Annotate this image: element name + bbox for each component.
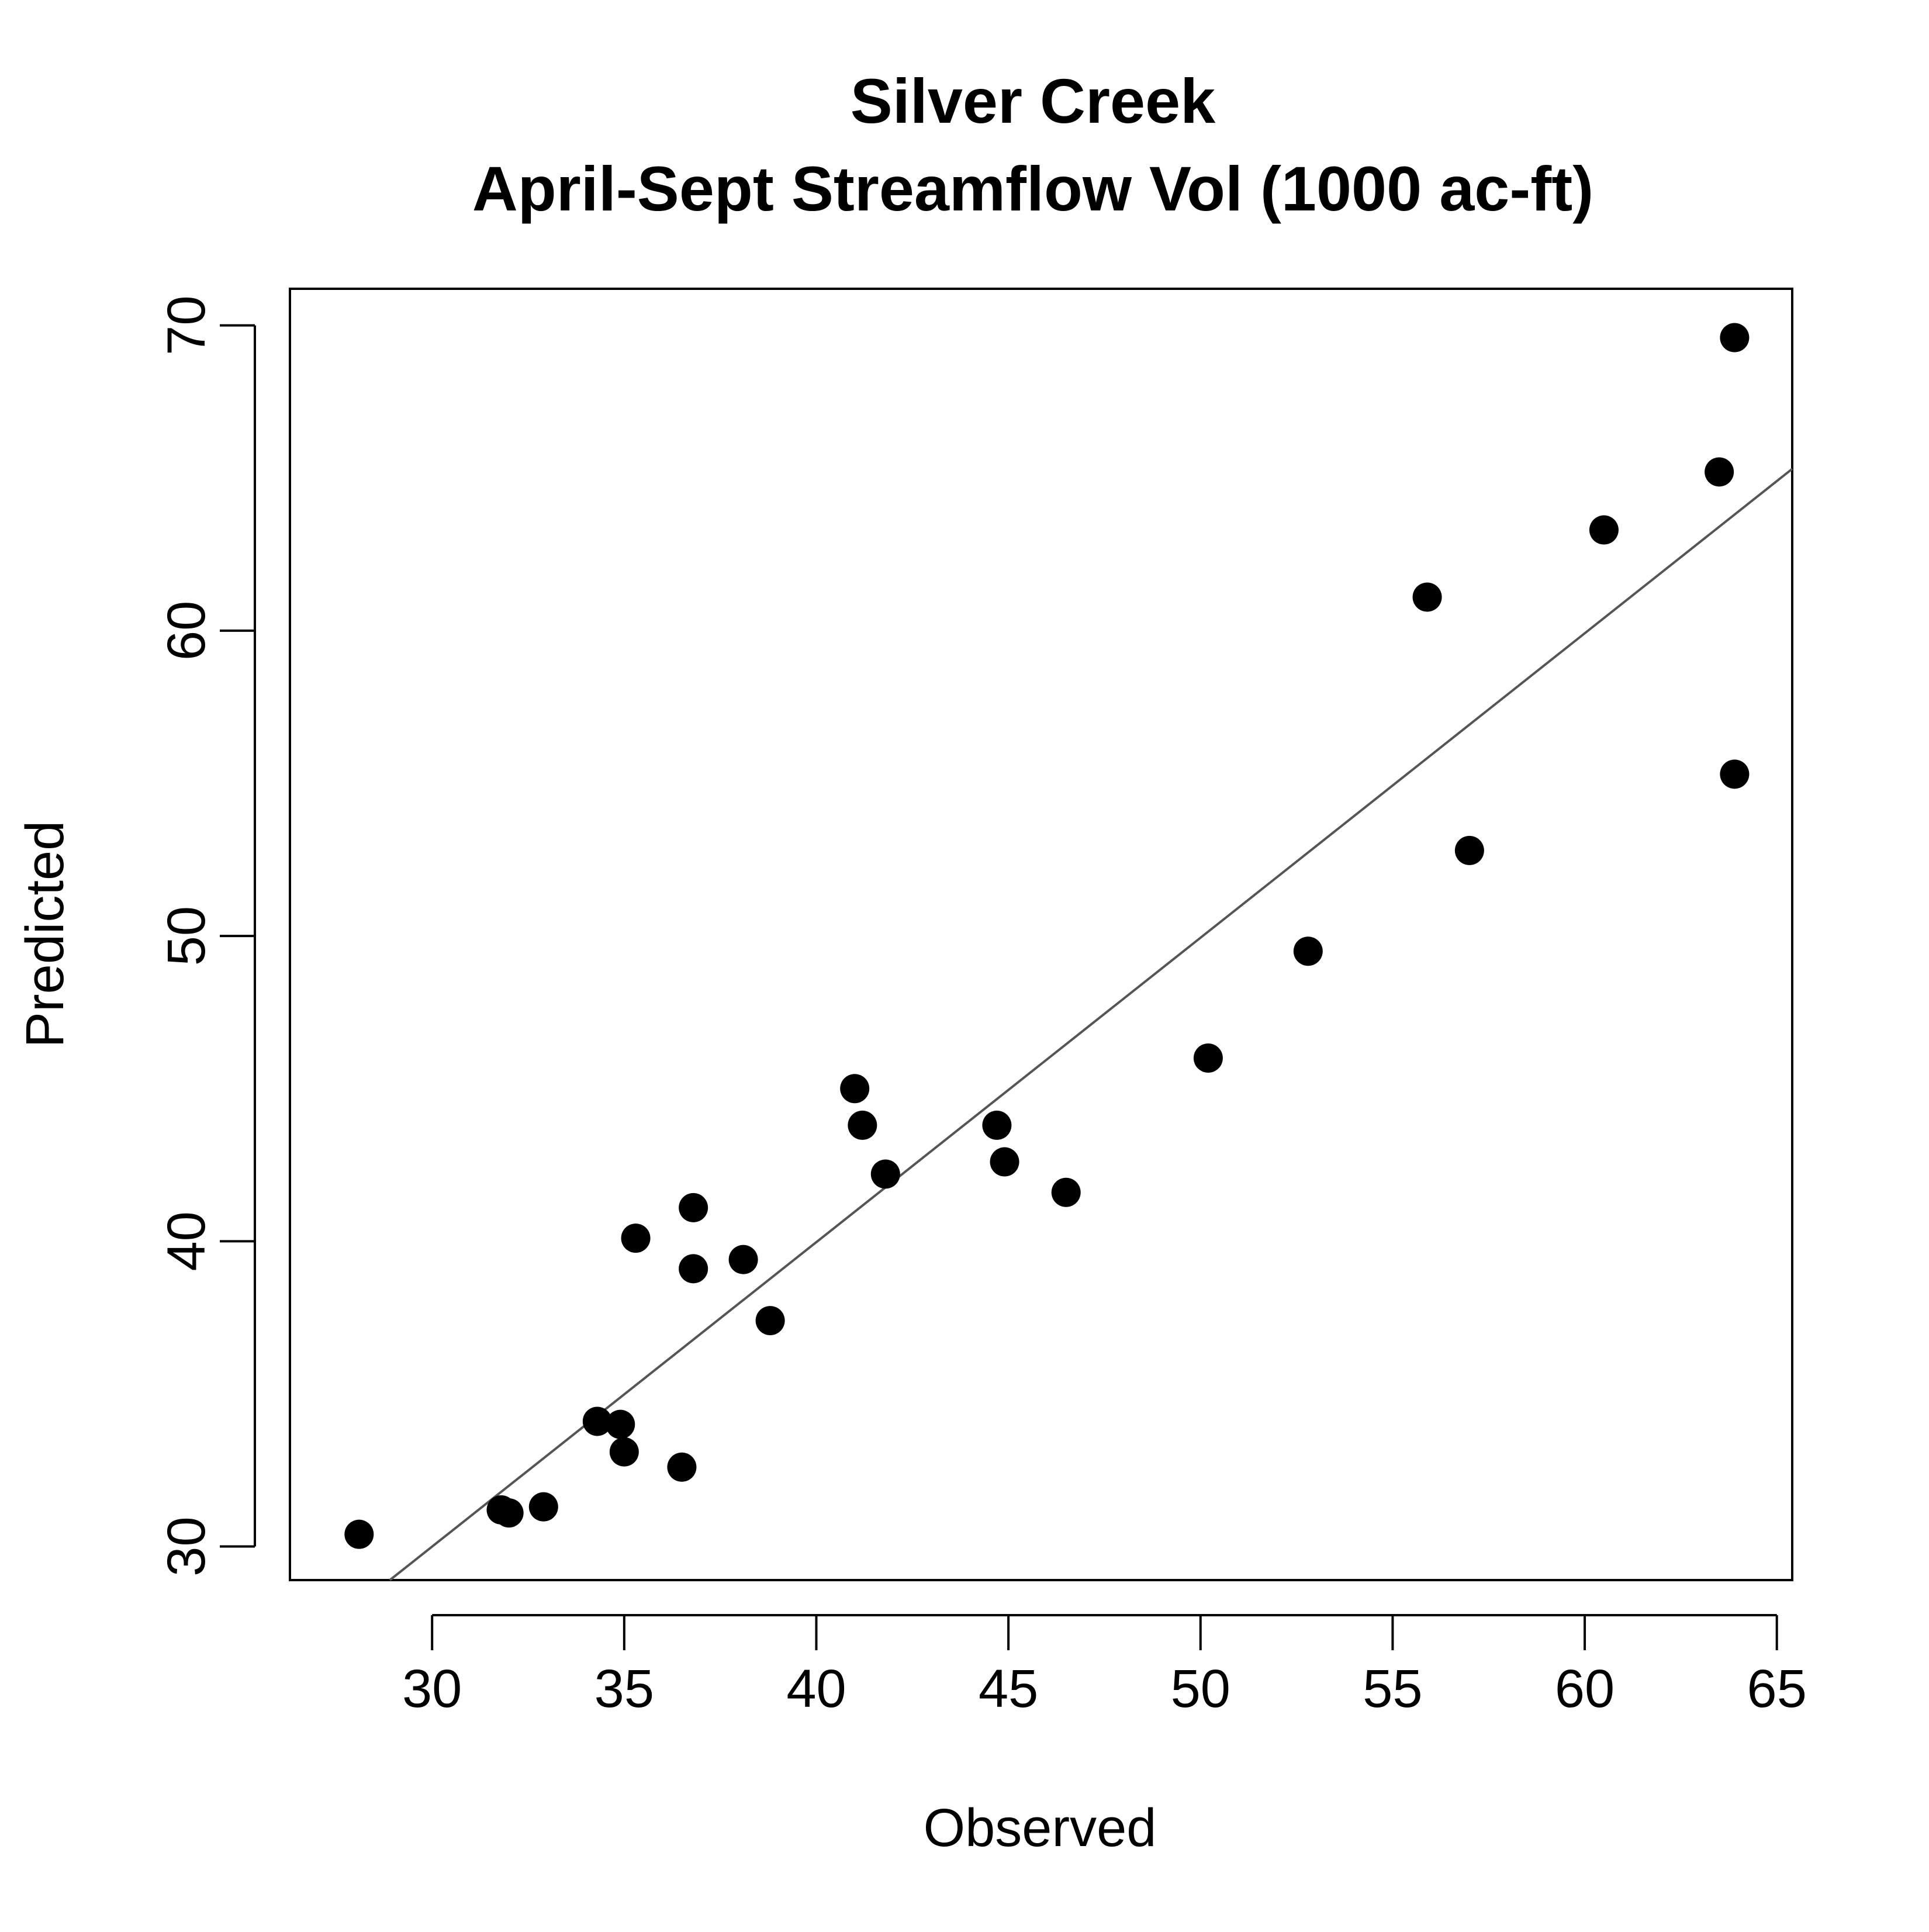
x-axis-label: Observed [924, 1798, 1157, 1858]
y-tick-label: 30 [157, 1516, 216, 1576]
data-point [1051, 1177, 1081, 1207]
data-point [1193, 1043, 1223, 1073]
x-tick-label: 60 [1555, 1659, 1615, 1719]
data-point [1720, 323, 1750, 352]
data-point [848, 1110, 877, 1140]
chart-subtitle: April-Sept Streamflow Vol (1000 ac-ft) [472, 153, 1593, 224]
y-axis-label: Predicted [15, 821, 75, 1048]
x-tick-label: 55 [1363, 1659, 1422, 1719]
data-point [528, 1492, 558, 1522]
data-point [1589, 515, 1619, 545]
y-tick-label: 70 [157, 295, 216, 355]
chart-title: Silver Creek [851, 65, 1216, 136]
data-point [990, 1147, 1019, 1177]
x-tick-label: 50 [1171, 1659, 1230, 1719]
data-point [840, 1074, 870, 1104]
data-point [609, 1437, 639, 1467]
data-point [1412, 582, 1442, 612]
x-tick-label: 65 [1747, 1659, 1807, 1719]
data-point [1720, 759, 1750, 789]
y-tick-label: 50 [157, 906, 216, 966]
y-tick-label: 60 [157, 601, 216, 661]
data-point [667, 1452, 697, 1482]
data-point [582, 1406, 612, 1436]
data-point [728, 1245, 758, 1274]
data-point [755, 1306, 785, 1336]
data-point [679, 1193, 708, 1222]
data-point [606, 1409, 635, 1439]
x-tick-label: 35 [594, 1659, 654, 1719]
data-point [494, 1498, 524, 1528]
data-point [1454, 835, 1484, 865]
fit-line-layer [389, 468, 1793, 1581]
fit-line [389, 468, 1793, 1581]
x-tick-label: 30 [402, 1659, 462, 1719]
points-layer [344, 323, 1750, 1549]
data-point [679, 1254, 708, 1284]
x-axis: 30 35 40 45 50 55 60 65 [402, 1614, 1807, 1719]
y-tick-label: 40 [157, 1211, 216, 1271]
data-point [982, 1110, 1012, 1140]
x-tick-label: 45 [979, 1659, 1038, 1719]
y-axis: 30 40 50 60 70 [157, 295, 256, 1577]
x-tick-label: 40 [786, 1659, 846, 1719]
data-point [621, 1224, 651, 1253]
data-point [870, 1159, 900, 1189]
data-point [1293, 936, 1323, 966]
plot-frame [289, 288, 1793, 1581]
data-point [1705, 457, 1734, 487]
data-point [344, 1519, 374, 1549]
